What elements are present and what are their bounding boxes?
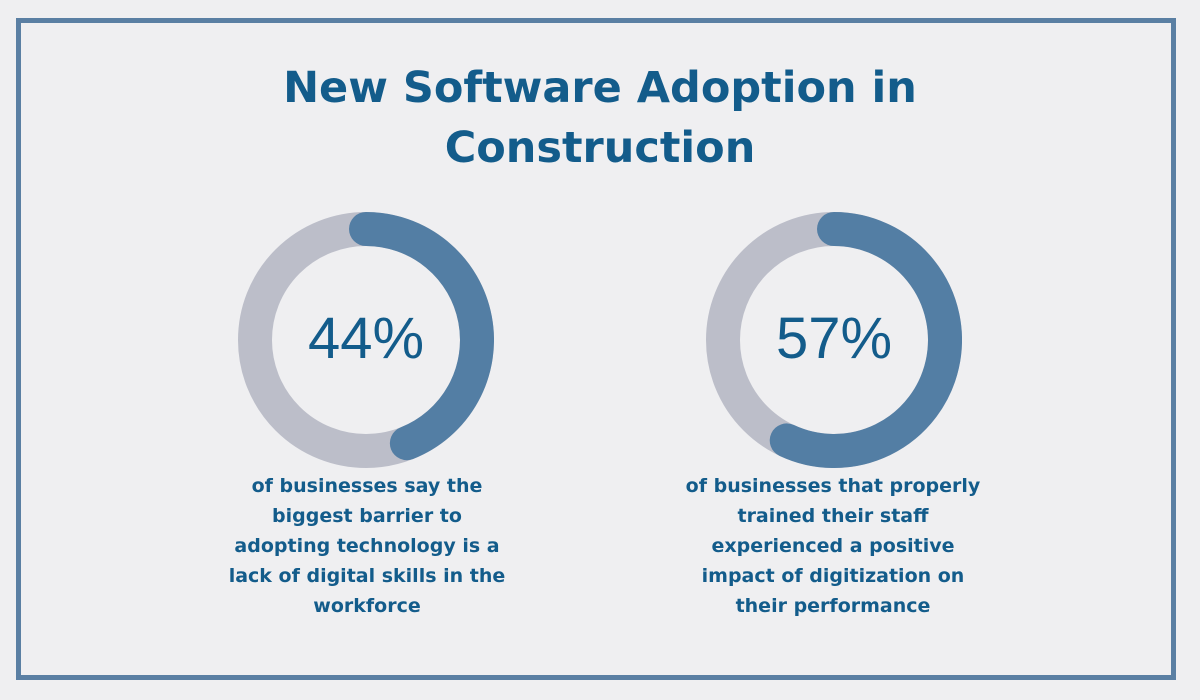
caption-trained-staff: of businesses that properly trained thei… — [663, 471, 1003, 621]
caption-line: trained their staff — [737, 505, 929, 527]
caption-line: their performance — [735, 595, 931, 617]
donut-value-arc — [349, 212, 494, 461]
caption-line: impact of digitization on — [701, 565, 965, 587]
caption-line: of businesses say the — [251, 475, 483, 497]
caption-line: biggest barrier to — [272, 505, 462, 527]
title-line-1: New Software Adoption in — [283, 63, 917, 113]
border-frame — [16, 18, 1176, 680]
page-title: New Software Adoption in Construction — [0, 58, 1200, 178]
donut-value-arc — [769, 212, 962, 468]
donut-percent-label: 57% — [775, 306, 893, 371]
caption-skills-barrier: of businesses say the biggest barrier to… — [197, 471, 537, 621]
caption-line: of businesses that properly — [685, 475, 981, 497]
caption-line: experienced a positive — [711, 535, 955, 557]
caption-line: lack of digital skills in the — [228, 565, 506, 587]
donut-percent-label: 44% — [307, 306, 425, 371]
donut-chart-trained-staff — [706, 212, 962, 468]
caption-line: adopting technology is a — [234, 535, 500, 557]
title-line-2: Construction — [444, 123, 756, 173]
donut-chart-skills-barrier — [238, 212, 494, 468]
caption-line: workforce — [313, 595, 421, 617]
